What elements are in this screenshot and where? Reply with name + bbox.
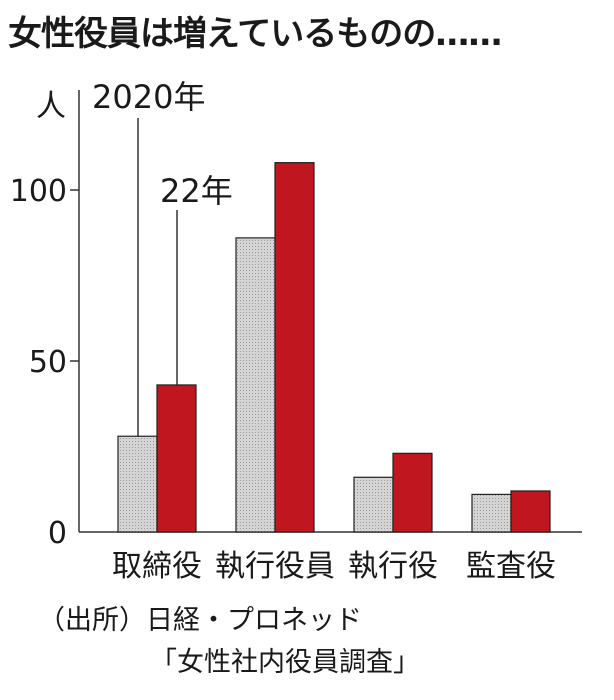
y-tick-label: 0 — [48, 516, 67, 551]
source-note: （出所）日経・プロネッド 「女性社内役員調査」 — [38, 600, 420, 684]
y-tick-label: 50 — [29, 345, 67, 380]
bar-y2022-3 — [510, 490, 551, 533]
category-label: 執行役 — [348, 549, 438, 584]
bar-y2020-1 — [235, 237, 276, 533]
category-label: 監査役 — [466, 549, 556, 584]
y-axis-unit: 人 — [36, 89, 66, 124]
bar-chart: 人 0 50 100 取締役 執行役員 執行役 監査役 2020年 22年 — [10, 78, 582, 584]
bar-y2020-2 — [353, 476, 394, 533]
chart-title: 女性役員は増えているものの…… — [8, 14, 502, 54]
legend-label-2020: 2020年 — [92, 78, 205, 116]
bar-y2020-3 — [471, 493, 512, 533]
category-label: 取締役 — [112, 549, 202, 584]
bar-y2022-2 — [392, 452, 433, 533]
bar-y2022-0 — [156, 384, 197, 533]
source-line-2: 「女性社内役員調査」 — [150, 647, 420, 678]
legend-label-2022: 22年 — [160, 172, 233, 210]
y-tick-label: 100 — [10, 174, 67, 209]
bar-y2022-1 — [274, 162, 315, 533]
source-line-1: （出所）日経・プロネッド — [38, 605, 362, 636]
bar-y2020-0 — [117, 435, 158, 533]
category-label: 執行役員 — [215, 549, 335, 584]
